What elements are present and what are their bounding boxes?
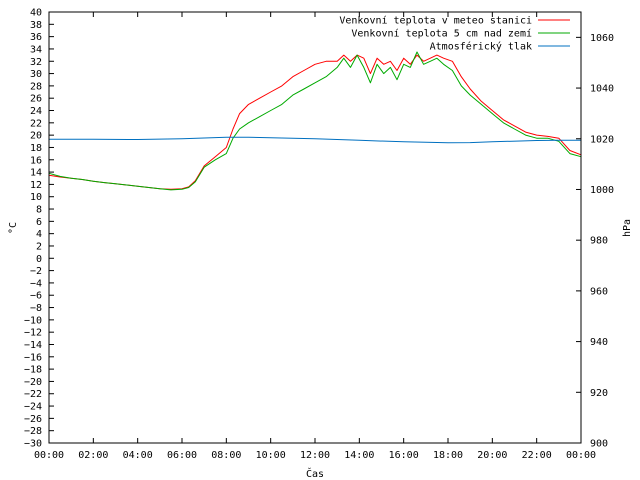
legend-label-1: Venkovní teplota v meteo stanici — [339, 15, 532, 27]
series-line-1 — [48, 54, 582, 190]
left-tick-label: 26 — [30, 94, 42, 105]
left-tick-label: −6 — [30, 291, 42, 302]
left-tick-label: −16 — [24, 352, 42, 363]
left-tick-label: 36 — [30, 32, 42, 43]
series-line-3 — [49, 136, 581, 144]
right-tick-label: 940 — [590, 337, 608, 348]
left-tick-label: 6 — [36, 217, 42, 228]
left-tick-label: −24 — [24, 402, 42, 413]
left-tick-label: 30 — [30, 69, 42, 80]
left-tick-label: −30 — [24, 439, 42, 450]
left-tick-label: 38 — [30, 20, 42, 31]
plot-lines — [48, 51, 582, 191]
left-tick-label: 18 — [30, 143, 42, 154]
left-tick-label: 4 — [36, 229, 42, 240]
left-tick-label: 0 — [36, 254, 42, 265]
left-tick-label: −8 — [30, 303, 42, 314]
left-tick-label: 2 — [36, 241, 42, 252]
x-tick-label: 20:00 — [477, 450, 507, 461]
right-axis: 900 920 940 960 980 1000 1020 1040 1060 — [576, 33, 614, 450]
right-tick-label: 1000 — [590, 185, 614, 196]
legend-label-3: Atmosférický tlak — [430, 41, 532, 53]
x-tick-label: 14:00 — [344, 450, 374, 461]
left-tick-label: −10 — [24, 315, 42, 326]
left-tick-label: 14 — [30, 168, 42, 179]
right-tick-label: 1020 — [590, 134, 614, 145]
legend-label-2: Venkovní teplota 5 cm nad zemí — [351, 28, 532, 40]
left-tick-label: −12 — [24, 328, 42, 339]
right-tick-label: 920 — [590, 388, 608, 399]
left-tick-label: 8 — [36, 205, 42, 216]
left-tick-label: 32 — [30, 57, 42, 68]
left-tick-label: −18 — [24, 365, 42, 376]
right-tick-label: 980 — [590, 236, 608, 247]
x-tick-label: 08:00 — [211, 450, 241, 461]
left-tick-label: 16 — [30, 155, 42, 166]
x-tick-label: 00:00 — [566, 450, 596, 461]
left-tick-label: −26 — [24, 414, 42, 425]
left-tick-label: 24 — [30, 106, 42, 117]
left-tick-label: −14 — [24, 340, 42, 351]
x-tick-label: 06:00 — [167, 450, 197, 461]
x-tick-label: 04:00 — [123, 450, 153, 461]
left-tick-label: −22 — [24, 389, 42, 400]
x-tick-label: 00:00 — [34, 450, 64, 461]
left-tick-label: 10 — [30, 192, 42, 203]
x-tick-label: 22:00 — [522, 450, 552, 461]
x-tick-label: 12:00 — [300, 450, 330, 461]
left-tick-label: 28 — [30, 81, 42, 92]
left-tick-label: −2 — [30, 266, 42, 277]
right-tick-label: 1060 — [590, 33, 614, 44]
right-tick-label: 900 — [590, 439, 608, 450]
left-tick-label: 34 — [30, 44, 42, 55]
left-tick-label: 20 — [30, 131, 42, 142]
left-axis-title: °C — [8, 222, 19, 234]
left-tick-label: −28 — [24, 426, 42, 437]
left-tick-label: −20 — [24, 377, 42, 388]
right-tick-label: 960 — [590, 286, 608, 297]
left-tick-label: 22 — [30, 118, 42, 129]
x-tick-label: 10:00 — [256, 450, 286, 461]
x-tick-label: 18:00 — [433, 450, 463, 461]
left-tick-label: 12 — [30, 180, 42, 191]
right-axis-title: hPa — [622, 219, 633, 237]
left-axis: −30−28−26−24−22−20−18−16−14−12−10−8−6−4−… — [24, 8, 54, 450]
right-tick-label: 1040 — [590, 84, 614, 95]
left-tick-label: 40 — [30, 8, 42, 19]
legend: Venkovní teplota v meteo staniciVenkovní… — [339, 15, 570, 53]
x-tick-label: 16:00 — [389, 450, 419, 461]
plot-frame — [48, 11, 582, 444]
x-axis: 00:00 02:00 04:00 06:00 08:00 10:00 12:00 14:00… — [34, 12, 596, 461]
x-tick-label: 02:00 — [78, 450, 108, 461]
left-tick-label: −4 — [30, 278, 42, 289]
x-axis-title: Čas — [306, 467, 324, 480]
series-line-2 — [48, 51, 582, 191]
